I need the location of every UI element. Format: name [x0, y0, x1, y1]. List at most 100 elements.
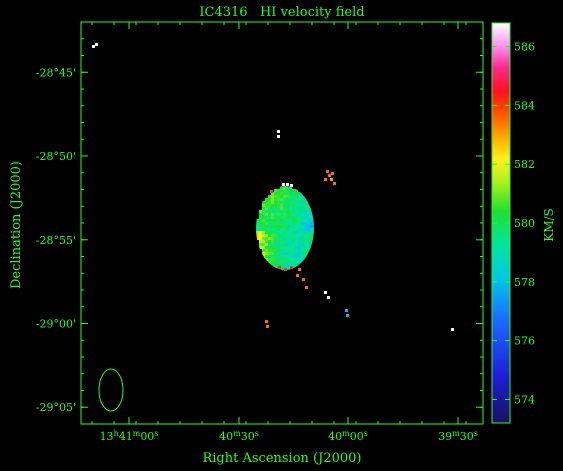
velocity-pixel: [292, 237, 295, 240]
velocity-pixel: [265, 201, 268, 204]
velocity-pixel: [301, 216, 304, 219]
velocity-pixel: [277, 231, 280, 234]
velocity-pixel: [262, 240, 265, 243]
colorbar-ticks: 574 576 578 580 582 584 586: [492, 41, 535, 406]
velocity-pixel: [259, 243, 262, 246]
velocity-pixel: [265, 258, 268, 261]
velocity-pixel: [268, 216, 271, 219]
velocity-pixel: [289, 219, 292, 222]
velocity-pixel: [265, 228, 268, 231]
velocity-pixel: [268, 231, 271, 234]
velocity-pixel: [265, 219, 268, 222]
velocity-pixel: [265, 243, 268, 246]
velocity-pixel: [310, 240, 313, 243]
velocity-pixel: [283, 240, 286, 243]
velocity-pixel: [289, 240, 292, 243]
velocity-pixel: [265, 204, 268, 207]
velocity-pixel: [256, 237, 259, 240]
velocity-pixel: [295, 207, 298, 210]
noise-pixel: [270, 190, 273, 193]
velocity-pixel: [283, 189, 286, 192]
velocity-pixel: [295, 198, 298, 201]
velocity-pixel: [280, 231, 283, 234]
velocity-pixel: [274, 204, 277, 207]
velocity-pixel: [274, 198, 277, 201]
velocity-pixel: [259, 225, 262, 228]
velocity-pixel: [268, 243, 271, 246]
velocity-pixel: [268, 225, 271, 228]
velocity-pixel: [277, 264, 280, 267]
velocity-pixel: [298, 234, 301, 237]
velocity-pixel: [277, 258, 280, 261]
velocity-pixel: [295, 252, 298, 255]
velocity-pixel: [304, 207, 307, 210]
velocity-pixel: [280, 240, 283, 243]
velocity-pixel: [295, 261, 298, 264]
velocity-pixel: [289, 243, 292, 246]
velocity-pixel: [313, 231, 314, 234]
velocity-pixel: [289, 186, 292, 189]
velocity-pixel: [304, 222, 307, 225]
velocity-pixel: [277, 240, 280, 243]
velocity-pixel: [274, 216, 277, 219]
velocity-pixel: [280, 219, 283, 222]
velocity-pixel: [265, 213, 268, 216]
noise-pixel: [278, 266, 281, 269]
velocity-pixel: [307, 243, 310, 246]
velocity-pixel: [262, 237, 265, 240]
velocity-pixel: [283, 261, 286, 264]
velocity-pixel: [289, 237, 292, 240]
velocity-pixel: [259, 210, 262, 213]
velocity-pixel: [274, 195, 277, 198]
velocity-pixel: [307, 213, 310, 216]
velocity-pixel: [286, 249, 289, 252]
velocity-pixel: [292, 210, 295, 213]
velocity-pixel: [301, 219, 304, 222]
velocity-pixel: [283, 204, 286, 207]
velocity-pixel: [280, 234, 283, 237]
velocity-pixel: [301, 195, 304, 198]
velocity-pixel: [277, 216, 280, 219]
velocity-pixel: [304, 216, 307, 219]
velocity-pixel: [286, 228, 289, 231]
velocity-pixel: [283, 222, 286, 225]
velocity-pixel: [307, 231, 310, 234]
velocity-pixel: [286, 186, 289, 189]
velocity-pixel: [292, 261, 295, 264]
x-tick-label: 40m00s: [328, 429, 368, 443]
velocity-pixel: [298, 243, 301, 246]
x-tick-label: 39m30s: [438, 429, 478, 443]
velocity-pixel: [286, 213, 289, 216]
velocity-pixel: [292, 204, 295, 207]
velocity-pixel: [286, 201, 289, 204]
velocity-pixel: [298, 258, 301, 261]
velocity-pixel: [310, 216, 313, 219]
y-tick-label: -29°05': [36, 401, 76, 414]
velocity-pixel: [292, 198, 295, 201]
velocity-pixel: [292, 252, 295, 255]
velocity-pixel: [268, 207, 271, 210]
velocity-pixel: [286, 267, 289, 270]
velocity-pixel: [271, 255, 274, 258]
velocity-pixel: [307, 249, 310, 252]
velocity-pixel: [283, 249, 286, 252]
velocity-pixel: [298, 207, 301, 210]
velocity-pixel: [301, 207, 304, 210]
velocity-pixel: [271, 210, 274, 213]
galaxy-velocity-field: [256, 186, 314, 270]
velocity-pixel: [304, 228, 307, 231]
velocity-pixel: [271, 207, 274, 210]
y-tick-label: -29°00': [36, 318, 76, 331]
velocity-pixel: [274, 213, 277, 216]
velocity-pixel: [280, 186, 283, 189]
velocity-pixel: [295, 222, 298, 225]
velocity-pixel: [295, 234, 298, 237]
noise-pixel: [305, 286, 308, 289]
velocity-pixel: [283, 216, 286, 219]
velocity-pixel: [286, 243, 289, 246]
velocity-pixel: [304, 198, 307, 201]
velocity-pixel: [307, 222, 310, 225]
noise-pixel: [346, 314, 349, 317]
velocity-pixel: [262, 219, 265, 222]
